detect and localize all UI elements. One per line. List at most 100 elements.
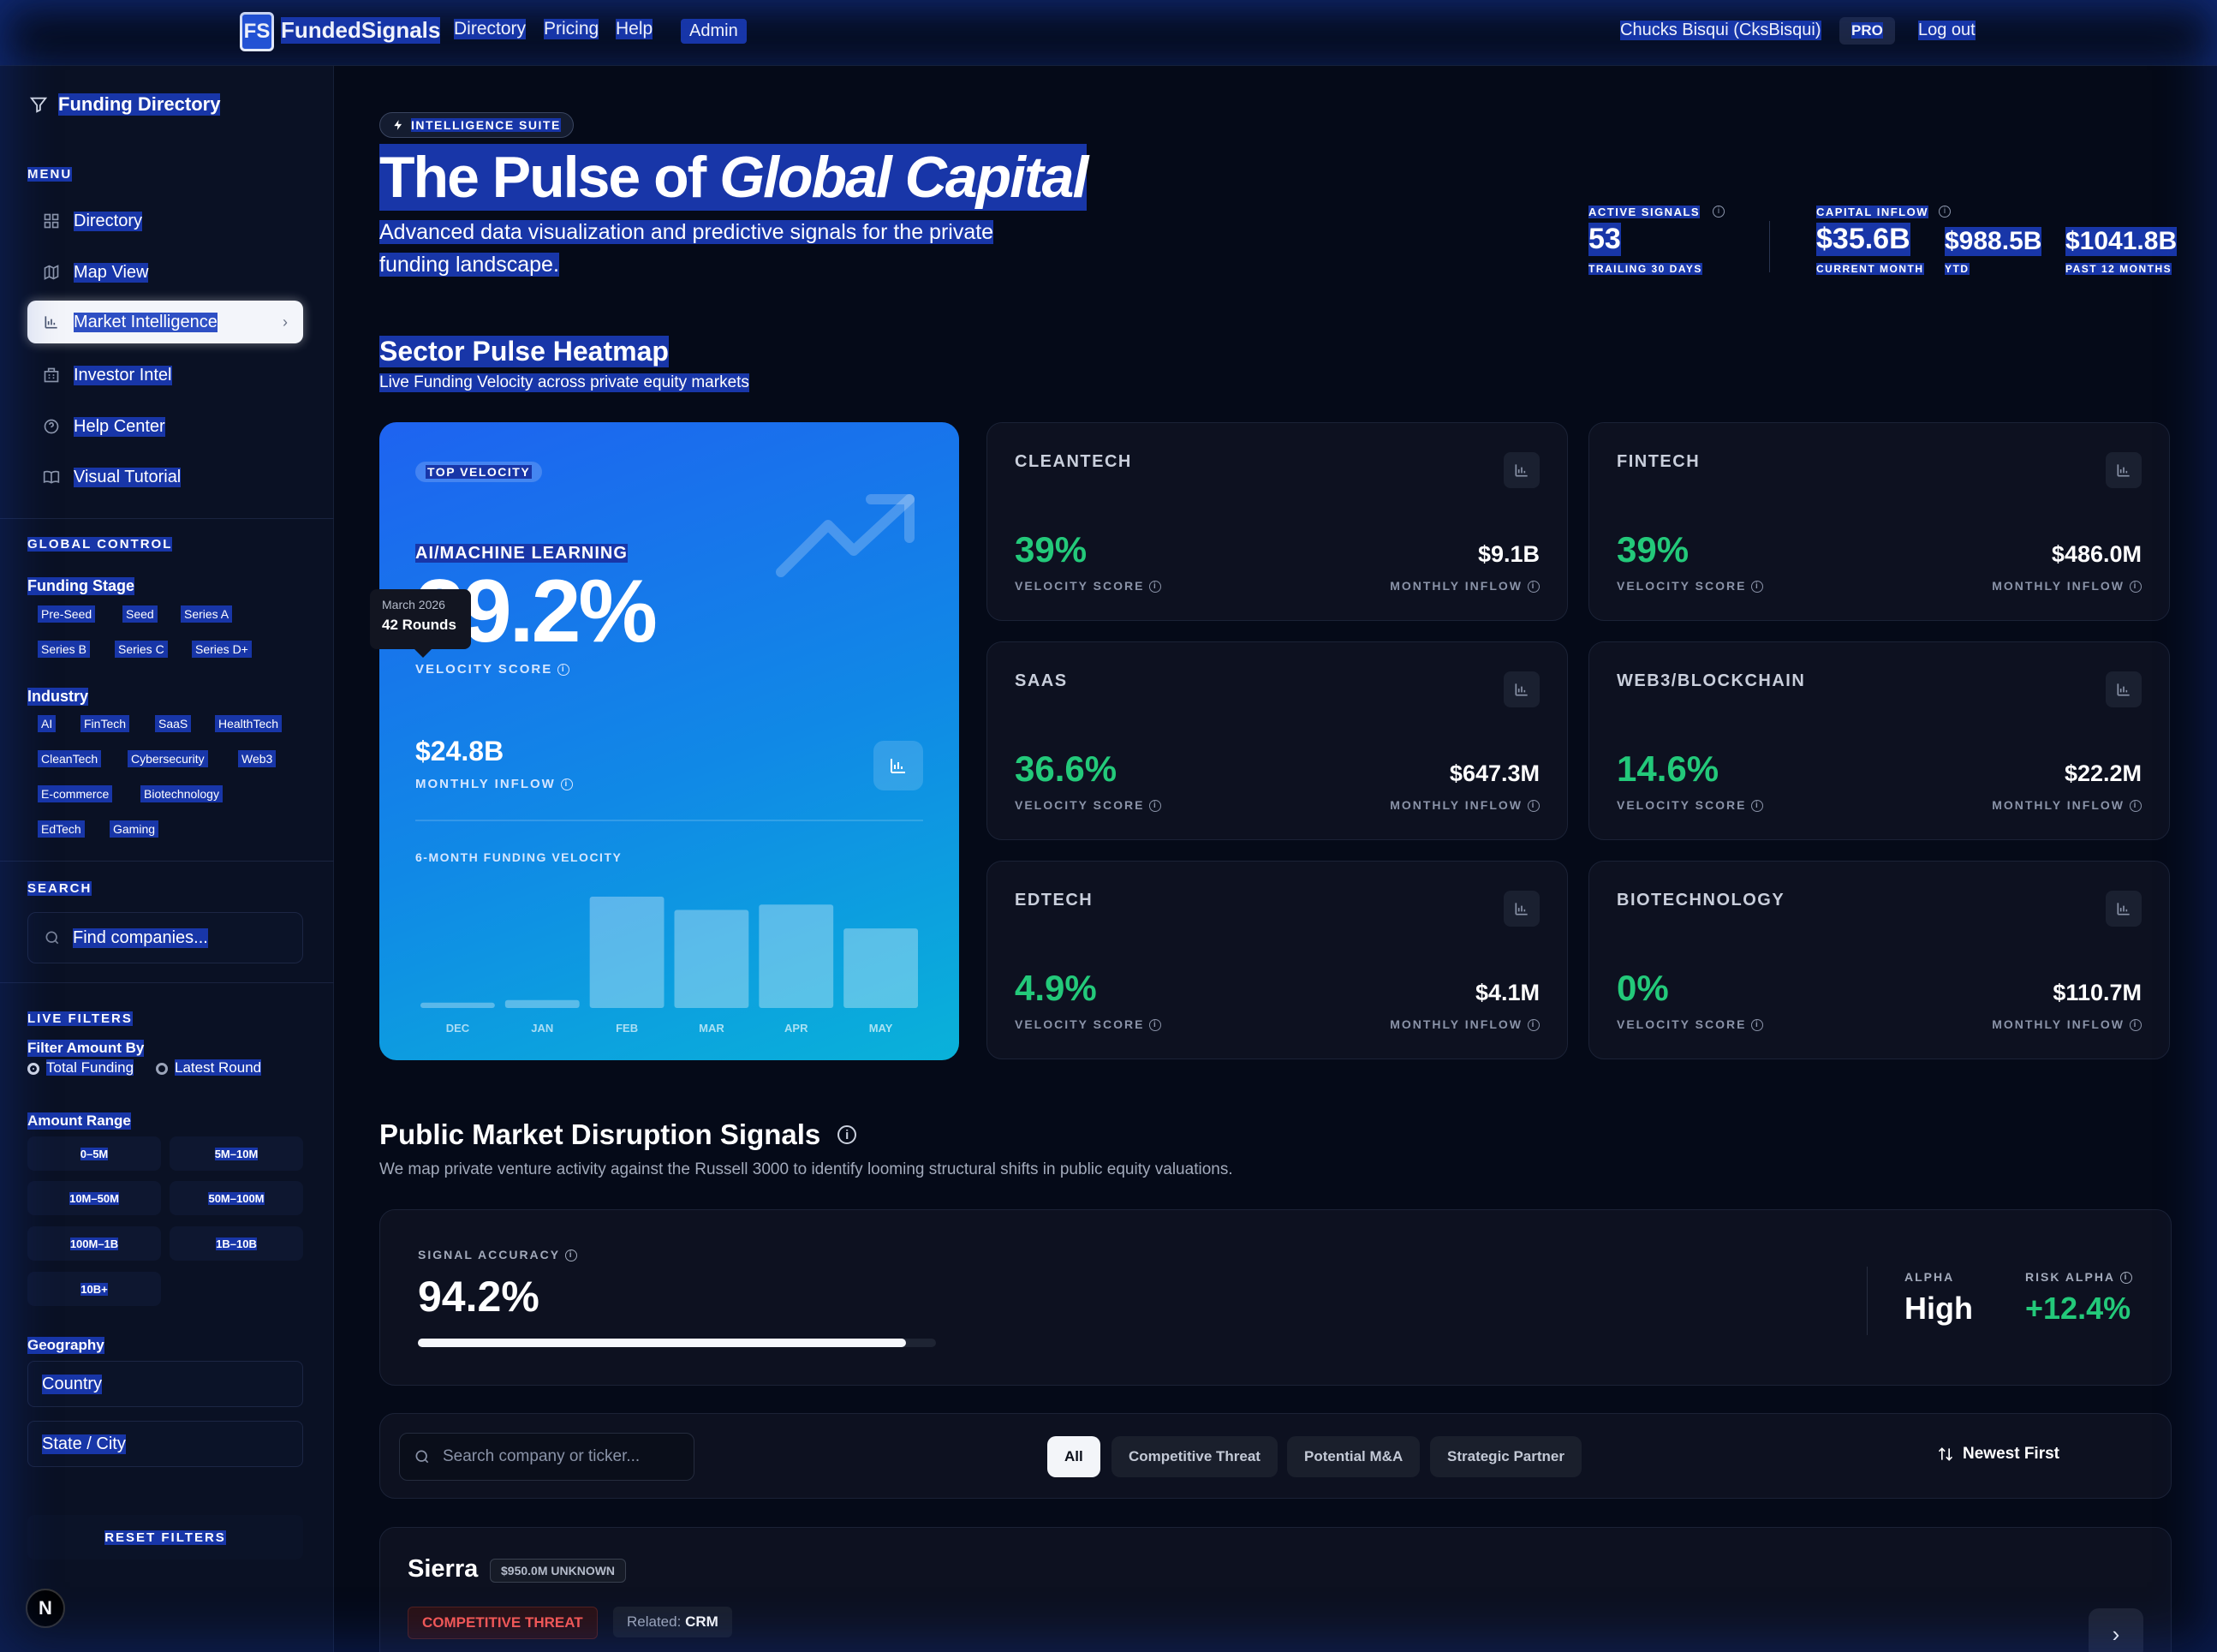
sidebar-item-map-view[interactable]: Map View [27, 251, 303, 294]
featured-sector-card[interactable]: TOP VELOCITY AI/MACHINE LEARNING 39.2% V… [379, 422, 959, 1060]
industry-chip-cybersecurity[interactable]: Cybersecurity [128, 750, 208, 767]
radio-latest-round[interactable]: Latest Round [156, 1059, 262, 1076]
info-icon[interactable]: i [1528, 1019, 1540, 1032]
stage-chip-series-c[interactable]: Series C [115, 641, 168, 658]
brand-name[interactable]: FundedSignals [281, 17, 441, 44]
stage-chip-series-a[interactable]: Series A [181, 605, 233, 623]
info-icon[interactable]: i [1149, 581, 1162, 593]
info-icon[interactable]: i [2130, 1019, 2142, 1032]
stage-chip-series-b[interactable]: Series B [38, 641, 90, 658]
filter-pill-potential-ma[interactable]: Potential M&A [1287, 1436, 1421, 1477]
nav-admin[interactable]: Admin [681, 19, 747, 44]
sector-chart-button[interactable] [1504, 452, 1540, 488]
bar-mar[interactable] [674, 909, 749, 1008]
sector-chart-button[interactable] [1504, 671, 1540, 707]
sector-chart-button[interactable] [2106, 671, 2142, 707]
sector-card-biotechnology[interactable]: BIOTECHNOLOGY 0% VELOCITY SCORE i $110.7M… [1588, 861, 2170, 1059]
nav-directory[interactable]: Directory [454, 19, 527, 39]
info-icon[interactable]: i [1751, 581, 1764, 593]
info-icon[interactable]: i [2120, 1272, 2133, 1285]
industry-chip-gaming[interactable]: Gaming [110, 820, 159, 838]
sector-chart-button[interactable] [2106, 452, 2142, 488]
industry-chip-saas[interactable]: SaaS [155, 715, 192, 732]
n-badge-icon[interactable]: N [26, 1589, 65, 1628]
chevron-right-icon[interactable]: › [2089, 1608, 2143, 1652]
stage-chip-seed[interactable]: Seed [122, 605, 158, 623]
industry-chip-ai[interactable]: AI [38, 715, 57, 732]
bar-jan[interactable] [504, 999, 580, 1008]
past12-value: $1041.8B [2065, 227, 2178, 256]
sector-chart-button[interactable] [2106, 891, 2142, 927]
range-5m-10m[interactable]: 5M–10M [170, 1136, 303, 1171]
industry-chip-edtech[interactable]: EdTech [38, 820, 85, 838]
sidebar-item-visual-tutorial[interactable]: Visual Tutorial [27, 456, 303, 498]
sector-card-fintech[interactable]: FINTECH 39% VELOCITY SCORE i $486.0M MONT… [1588, 422, 2170, 621]
nav-help[interactable]: Help [616, 19, 653, 39]
company-signal-card[interactable]: Sierra $950.0M UNKNOWN COMPETITIVE THREA… [379, 1527, 2172, 1652]
range-100m-1b[interactable]: 100M–1B [27, 1226, 161, 1261]
info-icon[interactable]: i [1528, 581, 1540, 593]
info-icon[interactable]: i [1751, 1019, 1764, 1032]
sector-velocity: 36.6% [1015, 748, 1117, 789]
company-search-input[interactable]: Find companies... [27, 912, 303, 963]
sector-chart-button[interactable] [1504, 891, 1540, 927]
reset-filters-button[interactable]: RESET FILTERS [27, 1515, 303, 1560]
range-1b-10b[interactable]: 1B–10B [170, 1226, 303, 1261]
inflow-label-text: MONTHLY INFLOW [1390, 798, 1523, 812]
nav-pricing[interactable]: Pricing [544, 19, 599, 39]
bar-chart-icon [1515, 903, 1528, 915]
sidebar-item-market-intelligence[interactable]: Market Intelligence › [27, 301, 303, 343]
ticker-search-input[interactable]: Search company or ticker... [399, 1433, 694, 1481]
stage-chip-series-d[interactable]: Series D+ [192, 641, 252, 658]
industry-chip-biotechnology[interactable]: Biotechnology [140, 785, 223, 802]
info-icon[interactable]: i [1149, 800, 1162, 813]
info-icon[interactable]: i [837, 1125, 857, 1144]
sector-card-edtech[interactable]: EDTECH 4.9% VELOCITY SCORE i $4.1M MONTHL… [986, 861, 1568, 1059]
range-10m-50m[interactable]: 10M–50M [27, 1181, 161, 1215]
info-icon[interactable]: i [2130, 800, 2142, 813]
filter-pill-strategic-partner[interactable]: Strategic Partner [1430, 1436, 1582, 1477]
info-icon[interactable]: i [560, 778, 573, 791]
bar-apr[interactable] [759, 904, 834, 1008]
sector-card-cleantech[interactable]: CLEANTECH 39% VELOCITY SCORE i $9.1B MONT… [986, 422, 1568, 621]
filter-pill-all[interactable]: All [1047, 1436, 1100, 1477]
info-icon[interactable]: i [2130, 581, 2142, 593]
range-10b-plus[interactable]: 10B+ [27, 1272, 161, 1306]
industry-chip-web3[interactable]: Web3 [238, 750, 277, 767]
help-circle-icon [44, 419, 59, 434]
sidebar-item-directory[interactable]: Directory [27, 200, 303, 242]
range-label: 1B–10B [216, 1237, 257, 1250]
top-velocity-text: TOP VELOCITY [426, 465, 533, 479]
filter-pill-competitive-threat[interactable]: Competitive Threat [1111, 1436, 1278, 1477]
sidebar-item-help-center[interactable]: Help Center [27, 405, 303, 448]
sidebar-item-investor-intel[interactable]: Investor Intel [27, 354, 303, 397]
state-city-select[interactable]: State / City [27, 1421, 303, 1467]
past12-caption: PAST 12 MONTHS [2065, 263, 2172, 275]
info-icon[interactable]: i [565, 1249, 578, 1262]
industry-chip-ecommerce[interactable]: E-commerce [38, 785, 113, 802]
featured-chart-button[interactable] [873, 741, 923, 790]
sector-card-web3[interactable]: WEB3/BLOCKCHAIN 14.6% VELOCITY SCORE i $2… [1588, 641, 2170, 840]
info-icon[interactable]: i [1939, 206, 1951, 218]
bar-feb[interactable] [589, 897, 665, 1008]
logout-link[interactable]: Log out [1918, 21, 1976, 40]
logo[interactable]: FS [240, 12, 274, 51]
info-icon[interactable]: i [1528, 800, 1540, 813]
info-icon[interactable]: i [557, 664, 570, 677]
radio-total-funding[interactable]: Total Funding [27, 1059, 134, 1076]
stage-chip-pre-seed[interactable]: Pre-Seed [38, 605, 96, 623]
sector-card-saas[interactable]: SAAS 36.6% VELOCITY SCORE i $647.3M MONTH… [986, 641, 1568, 840]
range-0-5m[interactable]: 0–5M [27, 1136, 161, 1171]
industry-chip-cleantech[interactable]: CleanTech [38, 750, 102, 767]
bar-dec[interactable] [420, 1002, 495, 1008]
industry-chip-healthtech[interactable]: HealthTech [215, 715, 283, 732]
bar-may[interactable] [843, 928, 918, 1008]
user-name[interactable]: Chucks Bisqui (CksBisqui) [1620, 21, 1821, 40]
country-select[interactable]: Country [27, 1361, 303, 1407]
info-icon[interactable]: i [1713, 206, 1725, 218]
info-icon[interactable]: i [1149, 1019, 1162, 1032]
info-icon[interactable]: i [1751, 800, 1764, 813]
range-50m-100m[interactable]: 50M–100M [170, 1181, 303, 1215]
industry-chip-fintech[interactable]: FinTech [80, 715, 130, 732]
sort-dropdown[interactable]: Newest First [1937, 1445, 2059, 1464]
